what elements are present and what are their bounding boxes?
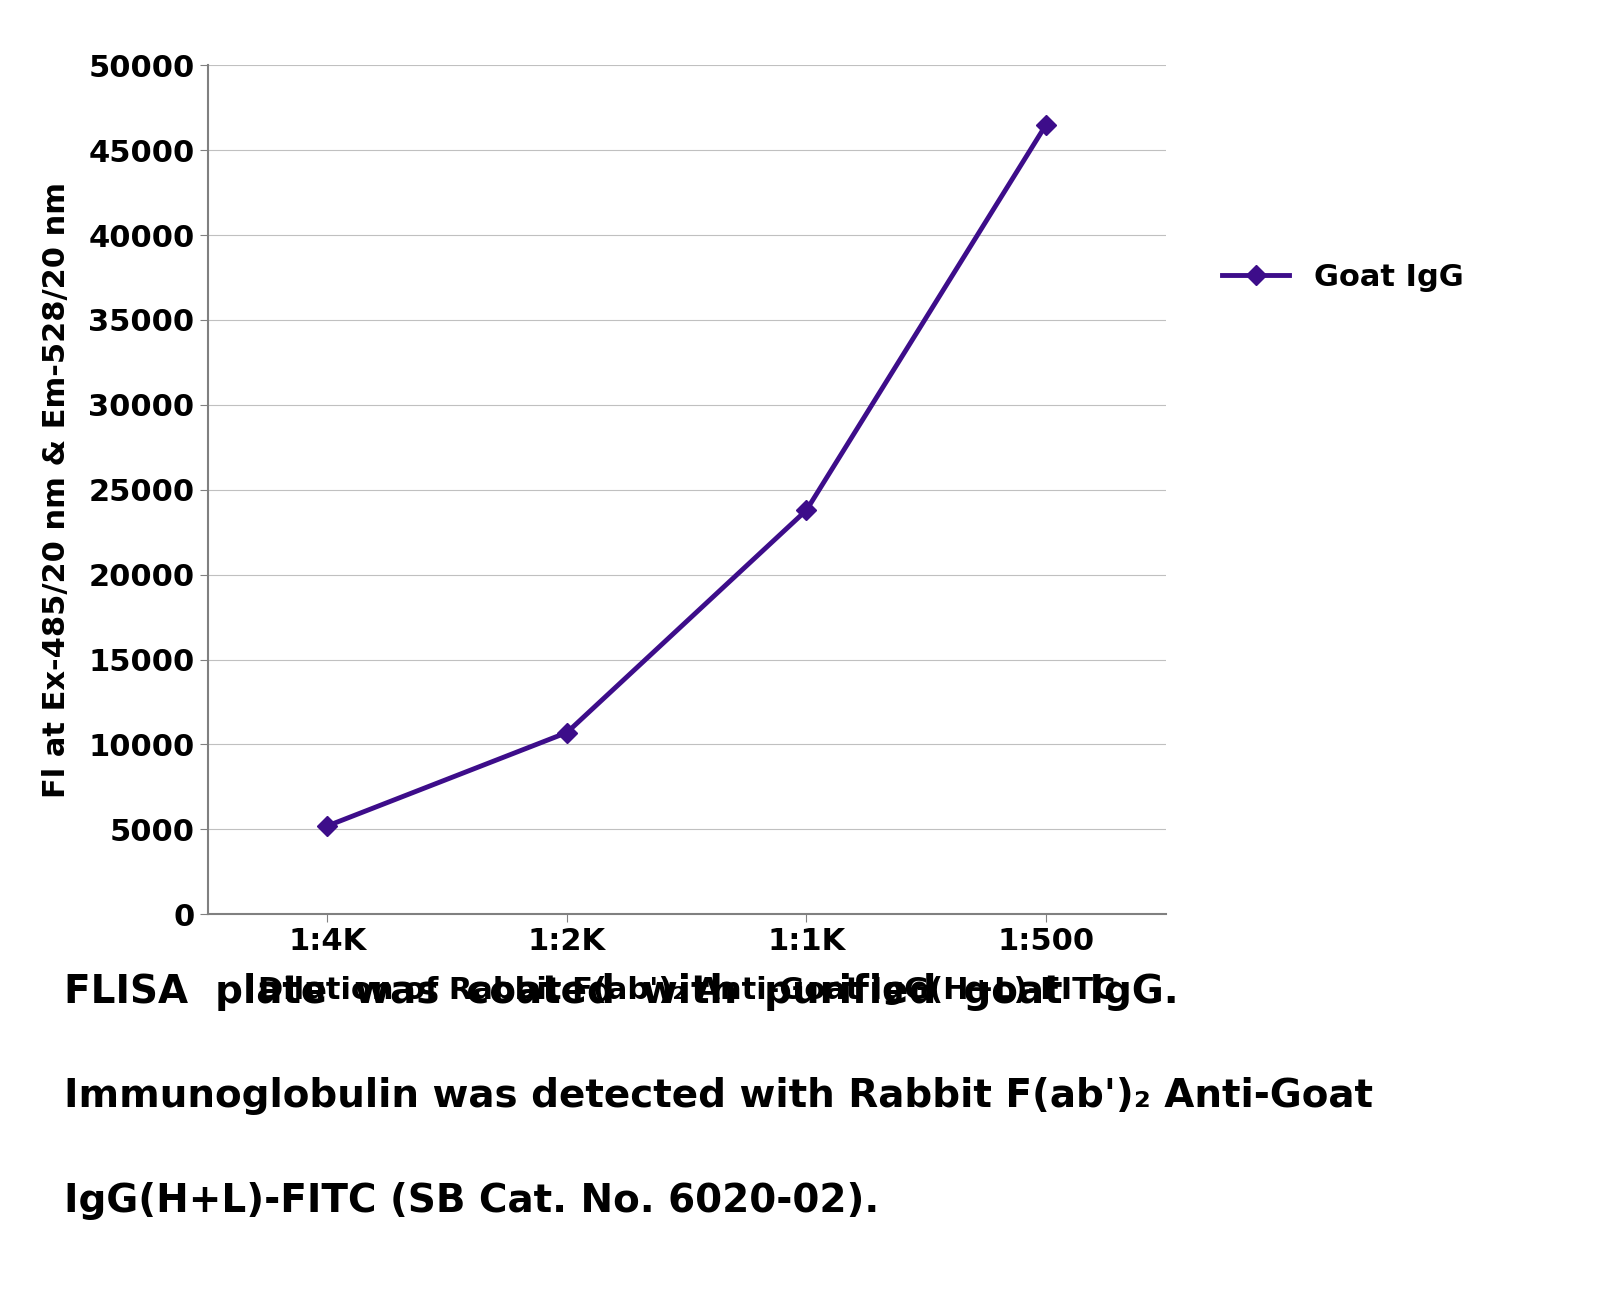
Y-axis label: Fl at Ex-485/20 nm & Em-528/20 nm: Fl at Ex-485/20 nm & Em-528/20 nm (43, 182, 72, 798)
Text: IgG(H+L)-FITC (SB Cat. No. 6020-02).: IgG(H+L)-FITC (SB Cat. No. 6020-02). (64, 1182, 878, 1220)
X-axis label: Dilution of Rabbit F(ab')₂ Anti-Goat IgG(H+L)-FITC: Dilution of Rabbit F(ab')₂ Anti-Goat IgG… (259, 976, 1115, 1004)
Legend: Goat IgG: Goat IgG (1211, 251, 1476, 304)
Text: FLISA  plate  was  coated  with  purified  goat  IgG.: FLISA plate was coated with purified goa… (64, 973, 1179, 1011)
Text: Immunoglobulin was detected with Rabbit F(ab')₂ Anti-Goat: Immunoglobulin was detected with Rabbit … (64, 1077, 1373, 1115)
